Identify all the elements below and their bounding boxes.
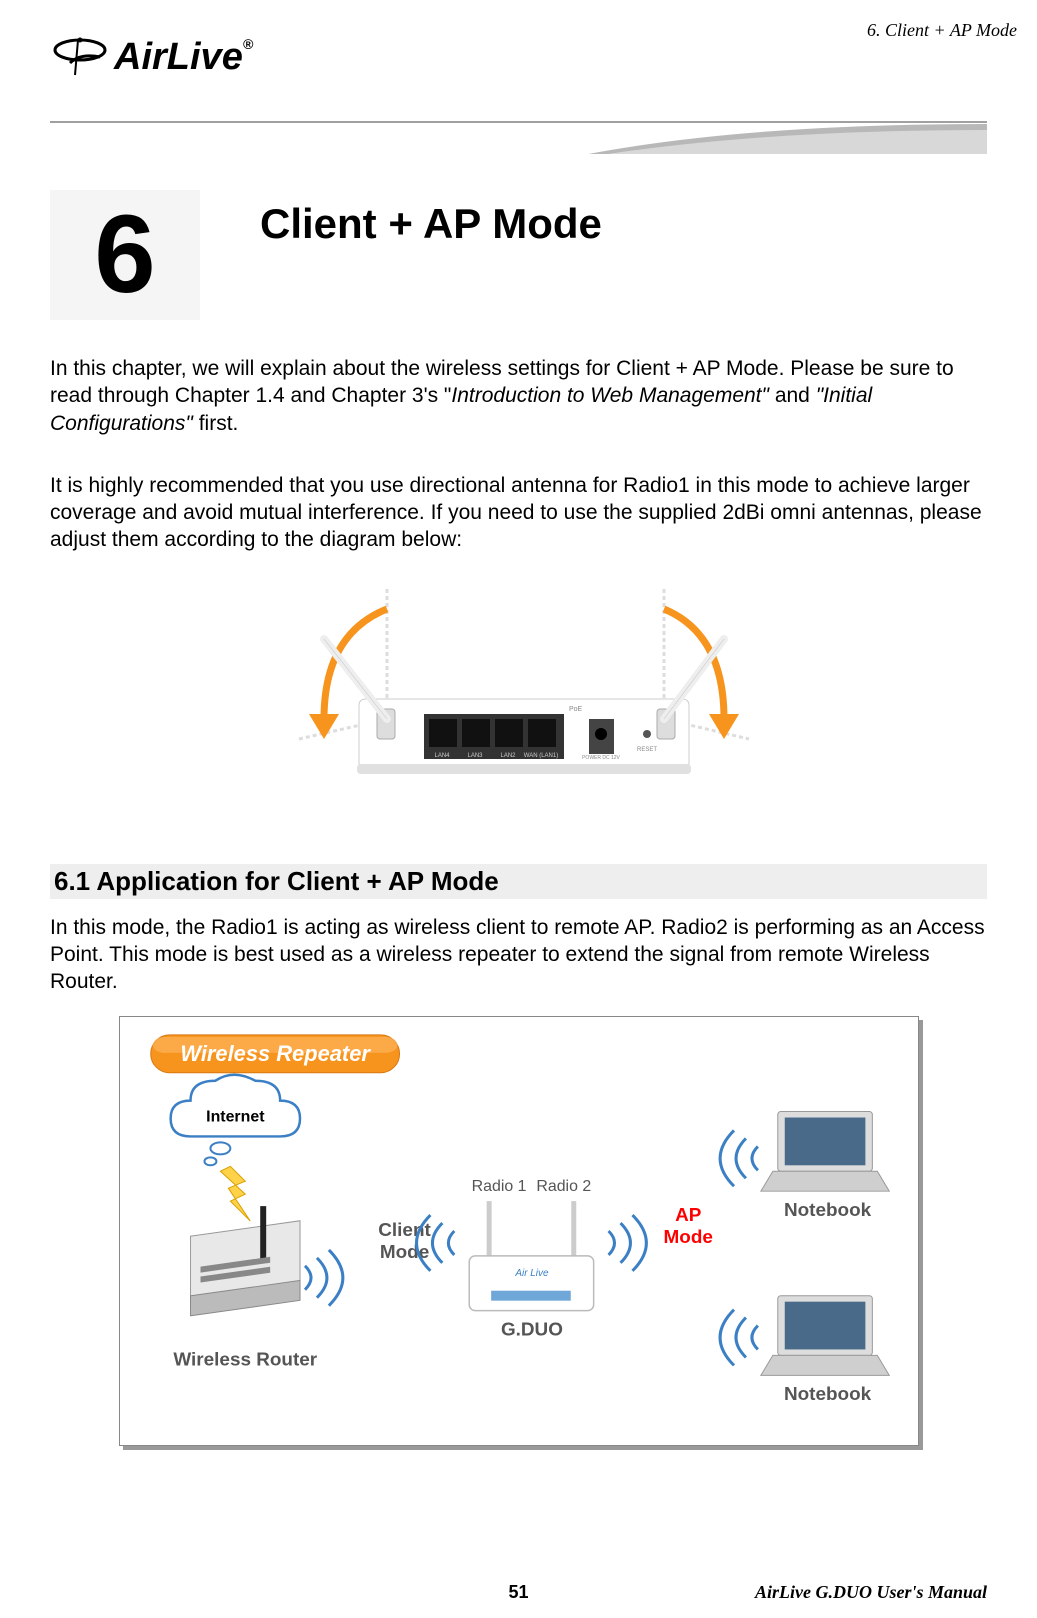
- chapter-title: Client + AP Mode: [260, 200, 602, 248]
- wireless-router-label: Wireless Router: [173, 1349, 317, 1370]
- svg-text:RESET: RESET: [636, 747, 656, 753]
- client-mode-label: ClientMode: [378, 1220, 431, 1263]
- header-curve-icon: [50, 120, 987, 155]
- logo-text: AirLive®: [114, 36, 253, 79]
- svg-text:LAN4: LAN4: [434, 753, 450, 759]
- notebook1-icon: [760, 1111, 888, 1191]
- svg-text:WAN (LAN1): WAN (LAN1): [523, 753, 557, 759]
- antenna-diagram: LAN4 LAN3 LAN2 WAN (LAN1) PoE POWER DC 1…: [269, 579, 769, 804]
- svg-text:LAN2: LAN2: [500, 753, 516, 759]
- notebook1-label: Notebook: [783, 1200, 871, 1221]
- page-footer: 51 AirLive G.DUO User's Manual: [0, 1582, 1037, 1603]
- section-6-1-heading: 6.1 Application for Client + AP Mode: [50, 864, 987, 899]
- svg-text:Air Live: Air Live: [514, 1267, 549, 1278]
- svg-text:Internet: Internet: [206, 1108, 265, 1125]
- page-header: 6. Client + AP Mode AirLive®: [50, 20, 987, 120]
- wireless-repeater-banner: Wireless Repeater: [150, 1035, 399, 1073]
- gduo-label: G.DUO: [500, 1319, 562, 1340]
- chapter-number: 6: [94, 200, 155, 310]
- chapter-number-box: 6: [50, 190, 200, 320]
- section-6-1-text: In this mode, the Radio1 is acting as wi…: [50, 914, 987, 996]
- topology-diagram: Wireless Repeater Internet Wireless Rout…: [119, 1016, 919, 1446]
- intro-paragraph-2: It is highly recommended that you use di…: [50, 472, 987, 554]
- notebook2-icon: [760, 1295, 888, 1375]
- radio2-label: Radio 2: [536, 1178, 591, 1195]
- chapter-heading-block: 6 Client + AP Mode: [50, 190, 987, 320]
- svg-text:Wireless Repeater: Wireless Repeater: [180, 1040, 371, 1065]
- radio1-label: Radio 1: [471, 1178, 526, 1195]
- intro-paragraph-1: In this chapter, we will explain about t…: [50, 355, 987, 437]
- svg-text:POWER DC 12V: POWER DC 12V: [582, 755, 620, 761]
- header-section-label: 6. Client + AP Mode: [867, 20, 1017, 41]
- notebook2-label: Notebook: [783, 1384, 871, 1405]
- page-number: 51: [508, 1582, 528, 1603]
- logo-swoop-icon: [50, 35, 110, 80]
- airlive-logo: AirLive®: [50, 35, 253, 80]
- svg-text:PoE: PoE: [569, 706, 583, 713]
- svg-text:LAN3: LAN3: [467, 753, 483, 759]
- footer-manual-name: AirLive G.DUO User's Manual: [755, 1582, 987, 1603]
